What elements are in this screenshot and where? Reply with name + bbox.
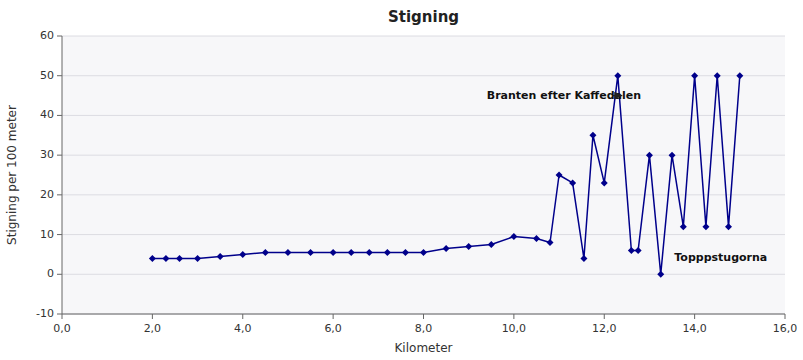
grid-line [62, 36, 785, 37]
y-tick-label: 50 [40, 69, 54, 82]
point [628, 247, 635, 254]
x-tick [513, 314, 514, 319]
point [669, 152, 676, 159]
grid-line [62, 75, 785, 76]
grid-line [62, 274, 785, 275]
point [547, 239, 554, 246]
grid-line [62, 115, 785, 116]
y-tick [57, 115, 62, 116]
x-tick [694, 314, 695, 319]
grid-line [62, 155, 785, 156]
point [330, 249, 337, 256]
y-axis-label: Stigning per 100 meter [5, 105, 19, 245]
point [217, 253, 224, 260]
y-tick-label: 20 [40, 188, 54, 201]
x-tick [785, 314, 786, 319]
point [691, 72, 698, 79]
chart: -10 0 10 20 30 40 50 60 0,0 2,0 4,0 6,0 8,0 10,0 12,0 1… [0, 0, 803, 360]
x-tick [604, 314, 605, 319]
x-tick [242, 314, 243, 319]
point [714, 72, 721, 79]
y-tick [57, 314, 62, 315]
x-tick-label: 0,0 [53, 322, 71, 335]
title: Stigning [388, 8, 459, 26]
point [646, 152, 653, 159]
point [402, 249, 409, 256]
point [657, 271, 664, 278]
point [725, 223, 732, 230]
plot-area [62, 36, 785, 314]
y-tick-label: -10 [36, 307, 54, 320]
point [443, 245, 450, 252]
point [510, 233, 517, 240]
annotation: Branten efter Kaffedalen [487, 89, 641, 102]
y-tick [57, 234, 62, 235]
point [239, 251, 246, 258]
point [702, 223, 709, 230]
y-tick-label: 10 [40, 228, 54, 241]
point [580, 255, 587, 262]
point [465, 243, 472, 250]
annotation-arrow [612, 95, 622, 96]
grid [62, 36, 785, 314]
grid-line [62, 234, 785, 235]
point [420, 249, 427, 256]
point [556, 172, 563, 179]
point [348, 249, 355, 256]
point [601, 179, 608, 186]
point [176, 255, 183, 262]
x-axis-line [62, 314, 785, 315]
y-tick-label: 30 [40, 148, 54, 161]
x-tick-label: 6,0 [324, 322, 342, 335]
point [366, 249, 373, 256]
line [152, 76, 739, 275]
point [194, 255, 201, 262]
point [635, 247, 642, 254]
annotations: Branten efter Kaffedalen Topppstugorna [487, 89, 767, 265]
x-tick-label: 12,0 [592, 322, 617, 335]
grid-line [62, 194, 785, 195]
x-tick [423, 314, 424, 319]
x-tick-label: 10,0 [502, 322, 527, 335]
x-tick-label: 4,0 [234, 322, 252, 335]
x-tick [333, 314, 334, 319]
y-tick-label: 60 [40, 29, 54, 42]
y-tick-label: 0 [47, 267, 54, 280]
x-tick-label: 2,0 [144, 322, 162, 335]
point [736, 72, 743, 79]
point [680, 223, 687, 230]
annotation: Topppstugorna [674, 251, 767, 264]
point [569, 179, 576, 186]
point [614, 72, 621, 79]
y-tick [57, 274, 62, 275]
point [149, 255, 156, 262]
point [488, 241, 495, 248]
x-tick-label: 16,0 [773, 322, 798, 335]
x-tick [152, 314, 153, 319]
point [284, 249, 291, 256]
y-axis-line [62, 36, 63, 314]
y-tick [57, 194, 62, 195]
series [149, 72, 743, 278]
point [589, 132, 596, 139]
point [262, 249, 269, 256]
point [384, 249, 391, 256]
y-tick-label: 40 [40, 108, 54, 121]
y-tick [57, 36, 62, 37]
point [162, 255, 169, 262]
x-tick-label: 8,0 [415, 322, 433, 335]
x-tick-label: 14,0 [682, 322, 707, 335]
point [533, 235, 540, 242]
axes: -10 0 10 20 30 40 50 60 0,0 2,0 4,0 6,0 8,0 10,0 12,0 1… [36, 29, 797, 335]
grid-line [62, 314, 785, 315]
x-axis-label: Kilometer [395, 341, 453, 355]
x-tick [62, 314, 63, 319]
y-tick [57, 75, 62, 76]
y-tick [57, 155, 62, 156]
point [307, 249, 314, 256]
